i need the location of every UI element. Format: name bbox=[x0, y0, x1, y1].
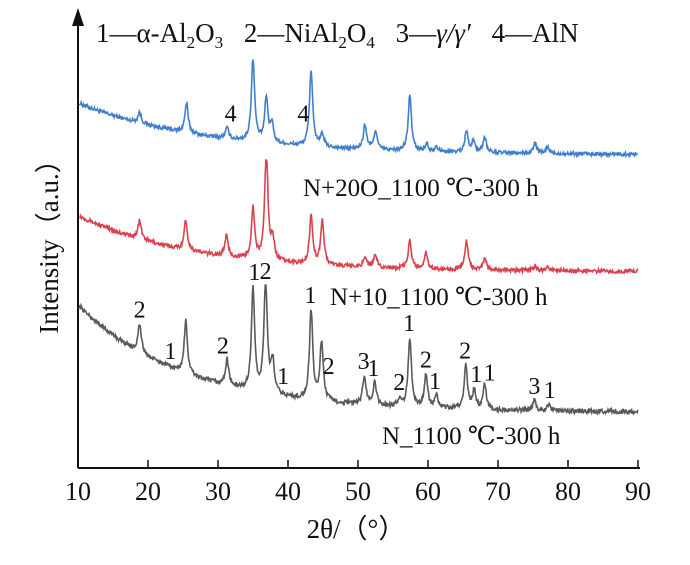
y-axis-label: Intensity（a.u.） bbox=[34, 146, 64, 333]
peak-label: 2 bbox=[393, 370, 405, 396]
legend-item-3-sep: — bbox=[408, 18, 437, 48]
legend-item-1-sep: — bbox=[109, 18, 138, 48]
peak-label: 1 bbox=[484, 361, 496, 387]
legend-item-4-sep: — bbox=[504, 18, 533, 48]
peak-label: 1 bbox=[403, 311, 415, 337]
peak-label: 3 bbox=[358, 349, 370, 375]
legend-item-2-sub1: 2 bbox=[338, 33, 347, 52]
x-tick-label: 80 bbox=[555, 477, 581, 506]
legend-item-2-sep: — bbox=[256, 18, 285, 48]
legend-item-1-base: α-Al bbox=[137, 18, 187, 48]
x-tick-label: 40 bbox=[275, 477, 301, 506]
peak-label: 4 bbox=[225, 102, 237, 128]
legend-item-4-num: 4 bbox=[492, 18, 506, 48]
peak-label: 1 bbox=[470, 362, 482, 388]
legend-item-2-base: NiAl bbox=[284, 18, 338, 48]
peak-label: 1 bbox=[544, 378, 556, 404]
peak-label: 2 bbox=[217, 333, 229, 359]
peak-label: 1 bbox=[304, 283, 316, 309]
peak-label: 1 bbox=[429, 369, 441, 395]
axes: 10 20 30 40 50 60 70 80 90 bbox=[65, 8, 651, 506]
x-tick-label: 20 bbox=[135, 477, 161, 506]
x-tick-label: 60 bbox=[415, 477, 441, 506]
peak-label: 1 bbox=[277, 364, 289, 390]
y-axis-arrow bbox=[72, 8, 84, 26]
x-axis-label: 2θ/（°） bbox=[307, 514, 406, 544]
peak-label: 1 bbox=[164, 339, 176, 365]
series-0-name: N+20O_1100 ℃-300 h bbox=[303, 175, 539, 202]
legend-item-3-text: γ/γ′ bbox=[436, 18, 472, 48]
legend-item-1-sub1: 2 bbox=[187, 33, 196, 52]
peak-label: 2 bbox=[134, 297, 146, 323]
series-2-name: N_1100 ℃-300 h bbox=[382, 423, 561, 450]
legend: 1—α-Al2O3 2—NiAl2O4 3—γ/γ′ 4—AlN bbox=[96, 18, 579, 54]
peak-label: 1 bbox=[367, 356, 379, 382]
legend-item-2-mid: O bbox=[347, 18, 367, 48]
legend-item-1-num: 1 bbox=[96, 18, 110, 48]
peak-label: 2 bbox=[260, 259, 272, 285]
series-1-line bbox=[79, 159, 639, 276]
x-tick-label: 50 bbox=[345, 477, 371, 506]
x-tick-label: 90 bbox=[625, 477, 651, 506]
legend-item-3-num: 3 bbox=[396, 18, 410, 48]
series-0-line bbox=[78, 59, 638, 159]
legend-item-2-num: 2 bbox=[244, 18, 258, 48]
peak-label: 2 bbox=[420, 348, 432, 374]
x-tick-label: 30 bbox=[205, 477, 231, 506]
peak-label: 1 bbox=[248, 260, 260, 286]
series-2-line bbox=[78, 284, 639, 417]
series-1-name: N+10_1100 ℃-300 h bbox=[330, 284, 548, 311]
peak-label: 2 bbox=[459, 339, 471, 365]
peak-label: 4 bbox=[297, 102, 309, 128]
legend-item-1-sub2: 3 bbox=[215, 33, 224, 52]
x-tick-label: 70 bbox=[485, 477, 511, 506]
peak-label: 2 bbox=[323, 354, 335, 380]
legend-item-1-mid: O bbox=[195, 18, 215, 48]
legend-item-2-sub2: 4 bbox=[366, 33, 375, 52]
x-ticks: 10 20 30 40 50 60 70 80 90 bbox=[65, 460, 651, 506]
x-tick-label: 10 bbox=[65, 477, 91, 506]
legend-item-4-text: AlN bbox=[532, 18, 579, 48]
peak-label: 3 bbox=[528, 374, 540, 400]
